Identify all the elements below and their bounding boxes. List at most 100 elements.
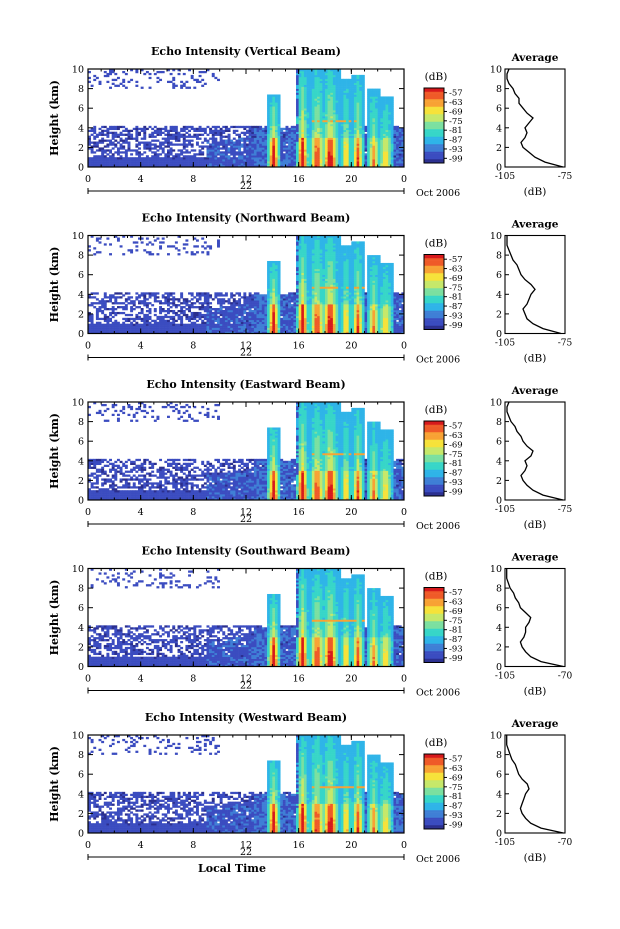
heatmap-cell bbox=[95, 149, 99, 152]
heatmap-cell bbox=[261, 133, 265, 136]
heatmap-cell bbox=[161, 70, 165, 74]
y-axis-label: Height (km) bbox=[48, 80, 61, 156]
heatmap-cell bbox=[267, 163, 270, 166]
heatmap-cell bbox=[193, 237, 197, 240]
heatmap-cell bbox=[259, 309, 263, 313]
heatmap-cell bbox=[322, 86, 326, 89]
heatmap-cell bbox=[301, 239, 305, 242]
heatmap-cell bbox=[167, 253, 170, 256]
heatmap-cell bbox=[330, 143, 334, 146]
heatmap-cell bbox=[309, 139, 313, 142]
heatmap-cell bbox=[232, 323, 236, 326]
heatmap-cell bbox=[90, 161, 94, 164]
heatmap-cell bbox=[319, 129, 323, 133]
heatmap-cell bbox=[127, 292, 131, 295]
heatmap-cell bbox=[282, 315, 286, 319]
heatmap-cell bbox=[356, 118, 360, 121]
heatmap-cell bbox=[325, 135, 328, 138]
heatmap-cell bbox=[98, 157, 102, 160]
heatmap-cell bbox=[359, 151, 363, 154]
heatmap-cell bbox=[211, 155, 215, 158]
heatmap-cell bbox=[151, 147, 155, 150]
heatmap-cell bbox=[353, 149, 357, 152]
heatmap-cell bbox=[103, 327, 107, 330]
heatmap-cell bbox=[327, 159, 331, 162]
heatmap-cell bbox=[353, 116, 357, 119]
heatmap-cell bbox=[156, 296, 160, 299]
heatmap-cell bbox=[251, 137, 255, 140]
heatmap-cell bbox=[319, 159, 323, 162]
heatmap-cell bbox=[217, 131, 220, 134]
heatmap-cell bbox=[343, 157, 347, 160]
heatmap-cell bbox=[390, 110, 394, 113]
heatmap-cell bbox=[219, 298, 223, 301]
heatmap-cell bbox=[377, 125, 381, 129]
heatmap-cell bbox=[253, 292, 257, 295]
heatmap-cell bbox=[235, 143, 239, 146]
colorbar-swatch bbox=[424, 110, 444, 113]
heatmap-cell bbox=[280, 300, 284, 303]
heatmap-cell bbox=[111, 70, 115, 74]
heatmap-cell bbox=[195, 251, 199, 254]
heatmap-cell bbox=[375, 123, 378, 127]
heatmap-cell bbox=[240, 311, 244, 315]
heatmap-cell bbox=[361, 90, 365, 93]
heatmap-cell bbox=[361, 165, 365, 168]
heatmap-cell bbox=[148, 329, 152, 332]
heatmap-cell bbox=[122, 321, 126, 324]
heatmap-cell bbox=[188, 319, 191, 323]
heatmap-cell bbox=[311, 98, 315, 101]
heatmap-cell bbox=[322, 70, 326, 74]
heatmap-cell bbox=[251, 304, 255, 307]
heatmap-cell bbox=[209, 147, 213, 150]
heatmap-cell bbox=[246, 155, 249, 158]
heatmap-cell bbox=[385, 102, 389, 105]
heatmap-cell bbox=[159, 331, 163, 334]
heatmap-cell bbox=[193, 313, 197, 317]
heatmap-cell bbox=[301, 147, 305, 150]
heatmap-cell bbox=[103, 149, 107, 152]
heatmap-cell bbox=[195, 159, 199, 162]
heatmap-cell bbox=[259, 323, 263, 326]
heatmap-cell bbox=[206, 147, 210, 150]
heatmap-cell bbox=[288, 306, 292, 309]
heatmap-cell bbox=[201, 127, 205, 131]
heatmap-cell bbox=[211, 323, 215, 326]
heatmap-cell bbox=[243, 145, 247, 148]
heatmap-cell bbox=[330, 157, 334, 160]
heatmap-cell bbox=[367, 143, 371, 146]
heatmap-cell bbox=[340, 116, 344, 119]
heatmap-cell bbox=[93, 296, 97, 299]
heatmap-cell bbox=[359, 114, 363, 117]
colorbar-tick-label: -93 bbox=[449, 145, 463, 155]
heatmap-cell bbox=[209, 327, 213, 330]
heatmap-cell bbox=[169, 135, 173, 138]
heatmap-cell bbox=[119, 137, 123, 140]
heatmap-cell bbox=[106, 145, 110, 148]
heatmap-cell bbox=[167, 311, 170, 315]
heatmap-cell bbox=[296, 76, 299, 80]
heatmap-cell bbox=[325, 69, 328, 72]
heatmap-cell bbox=[293, 159, 297, 162]
heatmap-cell bbox=[180, 129, 184, 133]
heatmap-cell bbox=[327, 129, 331, 133]
heatmap-cell bbox=[338, 90, 342, 93]
heatmap-cell bbox=[180, 323, 184, 326]
heatmap-cell bbox=[298, 114, 302, 117]
heatmap-cell bbox=[256, 313, 260, 317]
heatmap-cell bbox=[296, 311, 299, 315]
heatmap-cell bbox=[264, 308, 268, 311]
heatmap-cell bbox=[274, 123, 278, 127]
heatmap-cell bbox=[274, 137, 278, 140]
heatmap-cell bbox=[372, 127, 376, 131]
heatmap-cell bbox=[240, 323, 244, 326]
heatmap-cell bbox=[209, 315, 213, 319]
heatmap-cell bbox=[332, 116, 336, 119]
heatmap-cell bbox=[317, 163, 321, 166]
heatmap-cell bbox=[277, 313, 281, 317]
heatmap-cell bbox=[285, 147, 289, 150]
heatmap-cell bbox=[114, 133, 118, 136]
heatmap-cell bbox=[301, 296, 305, 299]
heatmap-cell bbox=[359, 163, 363, 166]
heatmap-cell bbox=[375, 90, 378, 93]
